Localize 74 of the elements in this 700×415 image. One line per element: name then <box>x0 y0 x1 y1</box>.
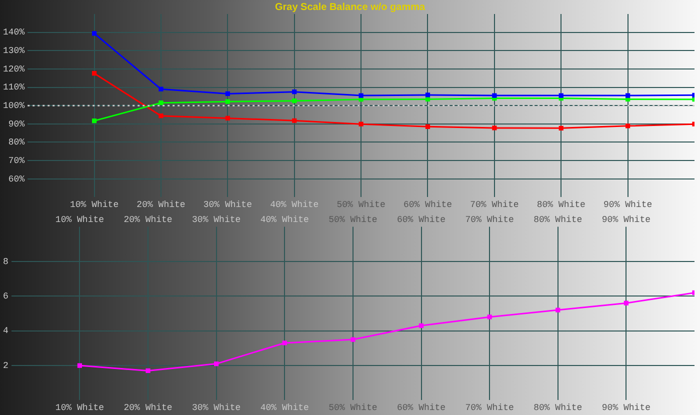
point <box>626 124 630 128</box>
point <box>492 93 497 98</box>
point <box>492 126 497 130</box>
x-tick-label: 40% White <box>260 214 309 225</box>
y-tick-label: 120% <box>2 64 26 74</box>
point <box>425 96 430 102</box>
point <box>158 86 164 92</box>
point <box>77 363 82 368</box>
point <box>425 92 430 98</box>
point <box>214 361 219 366</box>
x2-tick-label: 10% White <box>55 402 104 413</box>
point <box>225 91 230 96</box>
x2-tick-label: 60% White <box>396 402 446 413</box>
x2-tick-label: 90% White <box>602 402 650 413</box>
point <box>158 100 164 106</box>
x-tick-label: 60% White <box>403 200 452 210</box>
y-tick-label: 130% <box>2 46 26 56</box>
point <box>487 314 492 320</box>
x-tick-label: 90% White <box>602 214 650 225</box>
x-tick-label: 60% White <box>396 214 446 225</box>
y-tick-label: 90% <box>8 119 26 130</box>
point <box>92 118 97 124</box>
y-tick-label: 60% <box>8 174 26 184</box>
point <box>358 93 364 98</box>
point <box>558 126 564 130</box>
y-tick-label: 100% <box>2 100 26 111</box>
y-tick-label: 4 <box>2 326 8 336</box>
x-tick-label: 70% White <box>470 200 519 210</box>
point <box>292 118 297 123</box>
x-tick-label: 30% White <box>203 200 252 210</box>
point <box>350 337 356 342</box>
x-tick-label: 50% White <box>328 214 378 225</box>
point <box>225 116 230 121</box>
x2-tick-label: 50% White <box>328 402 378 413</box>
x-tick-label: 20% White <box>124 214 172 225</box>
y-tick-label: 140% <box>2 28 26 38</box>
point <box>418 323 424 328</box>
chart-title: Gray Scale Balance w/o gamma <box>274 2 426 13</box>
x-tick-label: 80% White <box>536 200 586 210</box>
x2-tick-label: 70% White <box>465 402 514 413</box>
point <box>92 31 97 36</box>
x2-tick-label: 30% White <box>192 402 241 413</box>
x-tick-label: 80% White <box>534 214 582 225</box>
x2-tick-label: 80% White <box>534 402 582 413</box>
point <box>556 308 560 312</box>
x-tick-label: 50% White <box>336 200 386 210</box>
point <box>292 90 297 94</box>
point <box>624 300 628 306</box>
x2-tick-label: 20% White <box>124 402 172 413</box>
x-tick-label: 70% White <box>465 214 514 225</box>
point <box>425 124 430 129</box>
point <box>158 114 164 118</box>
point <box>558 93 564 98</box>
point <box>92 71 97 76</box>
x2-tick-label: 40% White <box>260 402 309 413</box>
y-tick-label: 70% <box>8 156 26 166</box>
x-tick-label: 40% White <box>270 200 319 210</box>
x-tick-label: 10% White <box>70 200 119 210</box>
point <box>292 98 297 104</box>
y-tick-label: 2 <box>2 360 8 371</box>
y-tick-label: 80% <box>8 138 26 148</box>
x-tick-label: 90% White <box>604 200 652 210</box>
point <box>225 99 230 104</box>
x-tick-label: 10% White <box>55 214 104 225</box>
point <box>626 93 630 98</box>
point <box>358 97 364 102</box>
y-tick-label: 110% <box>2 82 26 93</box>
point <box>146 368 150 374</box>
x-tick-label: 30% White <box>192 214 241 225</box>
point <box>282 340 287 346</box>
x-tick-label: 20% White <box>136 200 186 210</box>
point <box>358 122 364 126</box>
y-tick-label: 6 <box>2 292 8 302</box>
y-tick-label: 8 <box>2 256 8 267</box>
